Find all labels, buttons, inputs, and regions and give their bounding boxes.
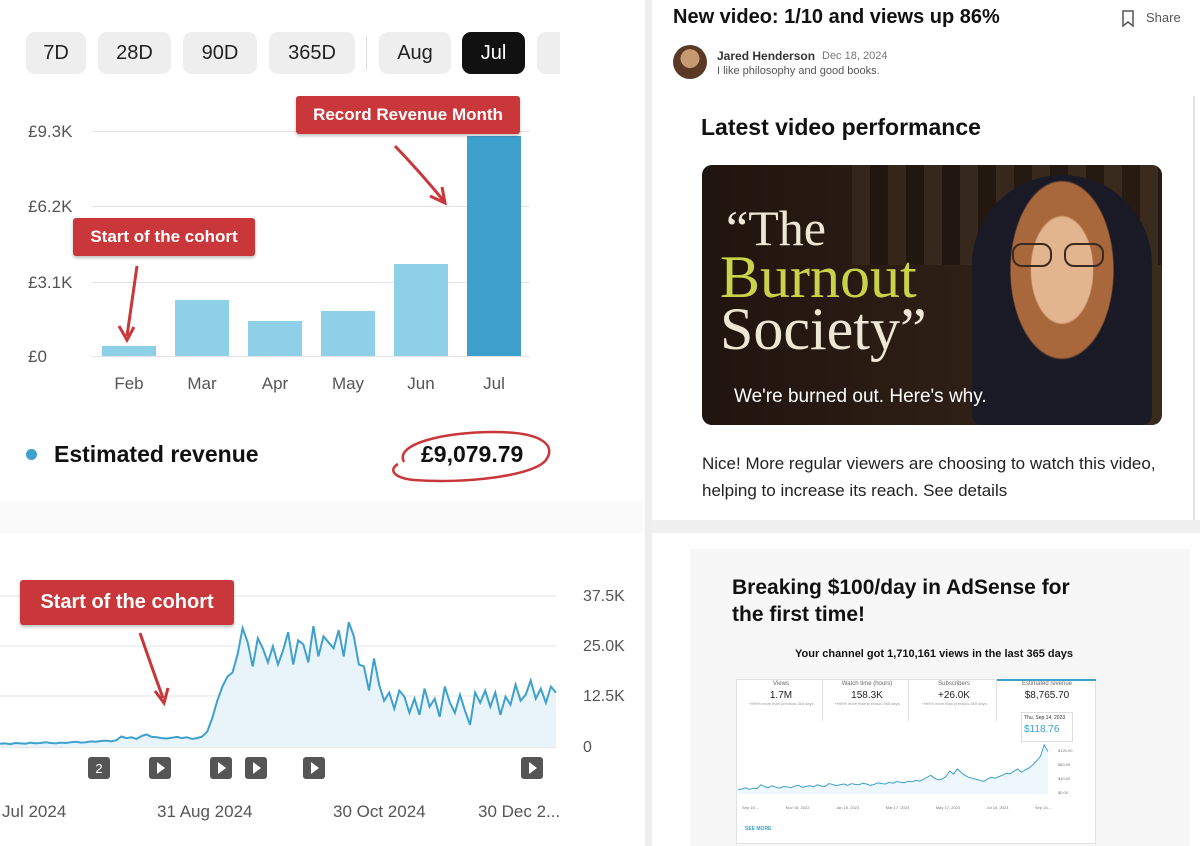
y-tick: £0 [28, 347, 47, 366]
x-label: 30 Oct 2024 [333, 802, 426, 821]
x-label: 31 Aug 2024 [157, 802, 253, 821]
x-tick: Mar [187, 374, 217, 393]
views-area-fill [0, 622, 556, 747]
bar-may[interactable] [321, 311, 375, 356]
x-label: 30 Dec 2... [478, 802, 561, 821]
post-date: Dec 18, 2024 [822, 50, 888, 62]
start-cohort-callout: Start of the cohort [73, 218, 255, 256]
hand-drawn-circle [392, 430, 551, 483]
chart-tooltip: Thu, Sep 14, 2023 $118.76 [1021, 712, 1073, 742]
filter-7d[interactable]: 7D [26, 32, 86, 74]
share-button[interactable]: Share [1146, 10, 1181, 25]
x-tick: May [331, 374, 365, 393]
author-name[interactable]: Jared Henderson [717, 49, 816, 63]
views-panel: Start of the cohort 37.5K 25.0K 12.5K 0 [0, 533, 640, 846]
filter-28d[interactable]: 28D [98, 32, 171, 74]
scroll-edge [1193, 96, 1195, 520]
mini-revenue-line [738, 743, 1049, 791]
panel-divider [652, 520, 1200, 533]
see-more-link[interactable]: SEE MORE [745, 826, 772, 832]
filter-365d[interactable]: 365D [269, 32, 355, 74]
event-badge[interactable]: 2 [88, 757, 110, 779]
kpi-revenue[interactable]: Estimated revenue $8,765.70 [1021, 681, 1073, 701]
selected-kpi-indicator [997, 679, 1096, 681]
views-summary: Your channel got 1,710,161 views in the … [795, 648, 1073, 660]
bar-jul[interactable] [467, 136, 521, 356]
y-tick: £6.2K [28, 197, 73, 216]
filter-jul[interactable]: Jul [462, 32, 525, 74]
video-marker-icon[interactable] [149, 757, 171, 779]
metric-label: Estimated revenue [54, 441, 259, 467]
author-bio: I like philosophy and good books. [717, 65, 880, 77]
bar-apr[interactable] [248, 320, 302, 356]
mini-x-axis: Sep 16,... Nov 16, 2022 Jan 15, 2023 Mar… [742, 805, 1052, 810]
views-area-chart [0, 595, 557, 748]
filter-divider [366, 36, 367, 70]
thumb-title-line3: Society” [720, 296, 927, 362]
y-tick: 25.0K [583, 638, 625, 655]
revenue-panel: 7D 28D 90D 365D Aug Jul £9.3K £6.2K £3.1… [0, 0, 560, 502]
x-tick: Apr [261, 374, 289, 393]
thumb-title-line2: Burnout [720, 244, 917, 310]
metric-value: £9,079.79 [421, 441, 524, 467]
bar-feb[interactable] [102, 346, 156, 356]
mini-y-axis: $120.00 $80.00 $40.00 $0.00 [1058, 748, 1073, 795]
thumb-title-line1: “The [726, 200, 826, 256]
filter-90d[interactable]: 90D [183, 32, 257, 74]
headline: Breaking $100/day in AdSense for the fir… [732, 576, 1070, 626]
filter-more[interactable] [537, 32, 560, 74]
gridline [92, 282, 530, 283]
views-line [0, 621, 557, 746]
video-marker-icon[interactable] [303, 757, 325, 779]
legend-dot [26, 449, 37, 460]
bookmark-icon[interactable] [1121, 10, 1135, 28]
x-tick: Feb [114, 374, 144, 393]
kpi-views[interactable]: Views 1.7M +999% more than previous 365 da… [748, 681, 814, 706]
post-body-text: Nice! More regular viewers are choosing … [702, 454, 1156, 500]
panel-divider [645, 0, 652, 846]
video-thumbnail[interactable]: “The Burnout Society” We're burned out. … [702, 165, 1162, 425]
y-tick: £9.3K [28, 122, 73, 141]
post-title: New video: 1/10 and views up 86% [673, 6, 1000, 28]
kpi-watch-time[interactable]: Watch time (hours) 158.3K +999% more than … [834, 681, 900, 706]
presenter [972, 175, 1152, 425]
video-marker-icon[interactable] [521, 757, 543, 779]
panel-divider [0, 502, 645, 533]
cohort-arrow [138, 632, 170, 707]
y-tick: 12.5K [583, 688, 625, 705]
avatar[interactable] [673, 45, 707, 79]
x-label: Jul 2024 [2, 802, 67, 821]
video-marker-icon[interactable] [245, 757, 267, 779]
y-tick: £3.1K [28, 273, 73, 292]
gridline [92, 356, 530, 357]
gridline [92, 206, 530, 207]
y-tick: 37.5K [583, 588, 625, 605]
kpi-subscribers[interactable]: Subscribers +26.0K +999% more than previou… [921, 681, 987, 706]
glasses [1012, 243, 1107, 267]
y-tick: 0 [583, 739, 592, 756]
mini-area-fill [738, 744, 1048, 794]
section-title: Latest video performance [701, 114, 981, 140]
record-revenue-callout: Record Revenue Month [296, 96, 520, 134]
post-panel: New video: 1/10 and views up 86% Share J… [652, 0, 1200, 520]
bar-jun[interactable] [394, 264, 448, 356]
mini-revenue-chart [738, 743, 1049, 794]
callout-arrows [117, 144, 448, 344]
x-tick: Jul [483, 374, 505, 393]
x-tick: Jun [407, 374, 435, 393]
thumb-caption: We're burned out. Here's why. [734, 386, 987, 407]
bar-mar[interactable] [175, 300, 229, 356]
start-cohort-callout-2: Start of the cohort [20, 580, 234, 625]
video-marker-icon[interactable] [210, 757, 232, 779]
filter-aug[interactable]: Aug [379, 32, 451, 74]
